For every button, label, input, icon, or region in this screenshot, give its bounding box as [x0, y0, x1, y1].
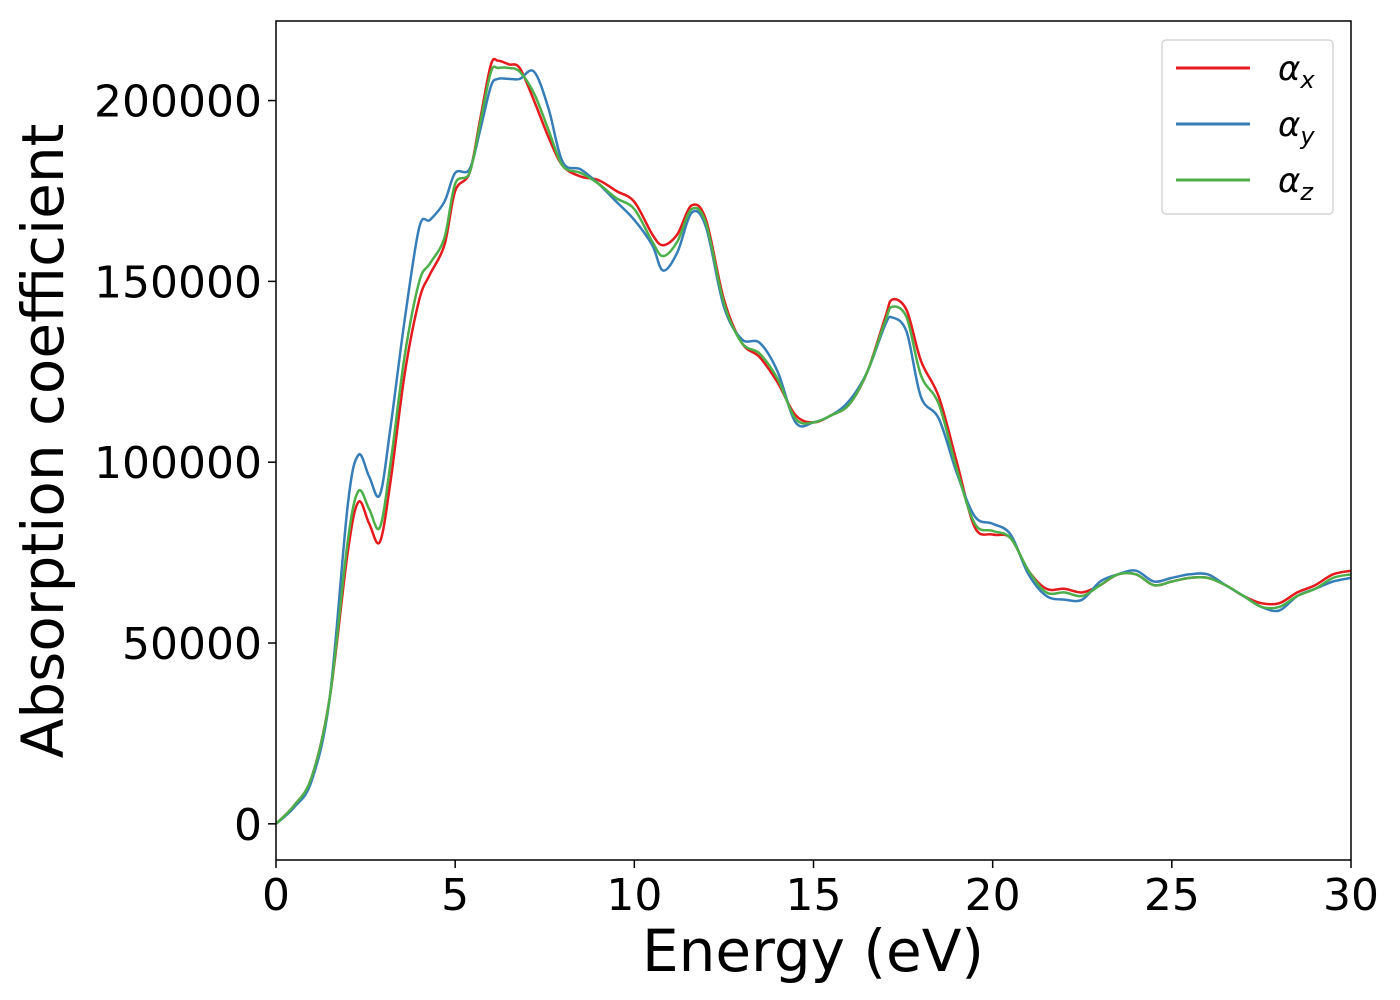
x-tick-label: 10 — [606, 870, 662, 921]
legend-label-z: αz — [1278, 161, 1314, 206]
legend-label-x: αx — [1278, 49, 1315, 94]
x-tick-label: 0 — [262, 870, 290, 921]
y-tick-label: 0 — [234, 800, 262, 851]
series-layer — [276, 57, 1351, 825]
legend-box — [1161, 39, 1334, 215]
x-tick-label: 15 — [786, 870, 842, 921]
x-tick-label: 20 — [965, 870, 1021, 921]
series-line-z — [276, 65, 1351, 825]
y-axis-title: Absorption coefficient — [9, 124, 77, 759]
legend: αx αy αz — [1161, 39, 1334, 215]
x-tick-label: 30 — [1323, 870, 1379, 921]
series-line-y — [276, 69, 1351, 825]
legend-label-y: αy — [1278, 105, 1315, 150]
x-axis-title: Energy (eV) — [642, 917, 984, 985]
x-axis: 0 5 10 15 20 25 30 — [262, 860, 1379, 921]
y-tick-label: 100000 — [94, 438, 262, 489]
y-axis: 0 50000 100000 150000 200000 — [94, 77, 276, 851]
y-tick-label: 50000 — [122, 619, 262, 670]
y-tick-label: 150000 — [94, 257, 262, 308]
y-tick-label: 200000 — [94, 77, 262, 128]
x-tick-label: 25 — [1144, 870, 1200, 921]
x-tick-label: 5 — [441, 870, 469, 921]
